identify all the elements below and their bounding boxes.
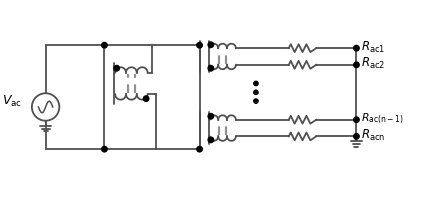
Circle shape	[254, 99, 258, 103]
Text: $V_{\rm ac}$: $V_{\rm ac}$	[2, 93, 22, 109]
Circle shape	[254, 90, 258, 94]
Circle shape	[102, 146, 107, 152]
Circle shape	[208, 137, 214, 143]
Circle shape	[254, 81, 258, 86]
Circle shape	[353, 117, 359, 123]
Circle shape	[353, 134, 359, 139]
Circle shape	[353, 62, 359, 68]
Text: $R_{\rm ac2}$: $R_{\rm ac2}$	[361, 56, 386, 71]
Circle shape	[143, 96, 149, 101]
Circle shape	[197, 42, 202, 48]
Text: $R_{\rm ac(n-1)}$: $R_{\rm ac(n-1)}$	[361, 112, 404, 126]
Text: $R_{\rm acn}$: $R_{\rm acn}$	[361, 128, 386, 143]
Circle shape	[197, 146, 202, 152]
Circle shape	[208, 114, 214, 119]
Circle shape	[114, 66, 119, 71]
Circle shape	[208, 42, 214, 47]
Circle shape	[102, 42, 107, 48]
Text: $R_{\rm ac1}$: $R_{\rm ac1}$	[361, 40, 386, 55]
Circle shape	[353, 45, 359, 51]
Circle shape	[208, 66, 214, 71]
